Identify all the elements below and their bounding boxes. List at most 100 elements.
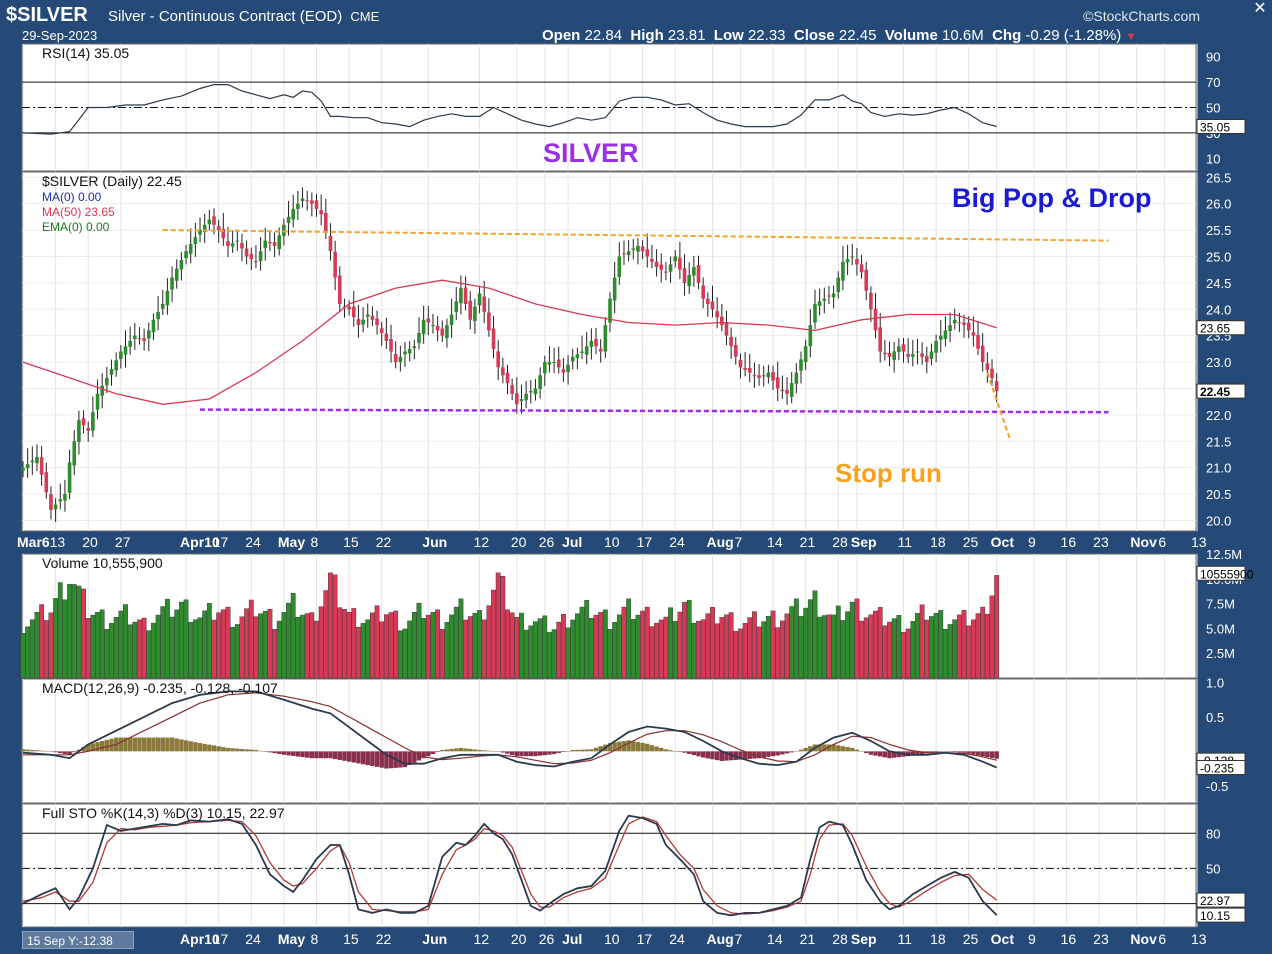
x-axis-label: 28 [832,534,848,550]
macd-histogram-bar [155,737,161,752]
volume-bar [29,619,35,679]
price-candle-body [123,346,128,355]
projection-line [986,372,1012,442]
macd-histogram-bar [519,751,524,757]
macd-histogram-bar [626,740,631,752]
volume-bar [174,609,180,679]
ma50-line [22,279,997,405]
volume-bar [165,598,170,679]
macd-ytick: -0.5 [1206,779,1228,794]
price-candle-body [752,375,757,377]
volume-bar [281,612,287,679]
volume-bar [905,628,911,679]
volume-bar [975,613,981,679]
volume-bar [528,625,534,679]
macd-histogram-bar [864,751,869,754]
volume-bar [849,601,855,679]
volume-bar [947,624,953,679]
price-candle-body [53,504,58,510]
price-candle-body [39,457,44,475]
volume-bar [621,606,627,679]
price-candle-body [347,306,351,310]
macd-histogram-bar [593,747,599,752]
price-candle-body [421,319,426,335]
macd-histogram-bar [724,751,729,761]
volume-bar [342,609,347,679]
price-candle-body [827,295,831,297]
volume-ytick: 5.0M [1206,621,1235,636]
chg-value: -0.29 (-1.28%) [1025,27,1122,44]
volume-bar [416,602,422,679]
chg-label: Chg [992,27,1022,44]
price-candle-body [552,362,556,364]
macd-histogram-bar [318,751,324,759]
sto-background [21,803,1197,928]
price-candle-body [188,244,193,254]
volume-bar [481,619,487,679]
macd-histogram-bar [444,749,450,752]
price-candle-body [673,256,678,262]
x-axis-label: 6 [1158,534,1166,550]
volume-bar [882,625,888,679]
price-candle-body [496,351,500,368]
macd-histogram-bar [686,751,692,754]
volume-bar [821,615,827,679]
volume-bar [845,611,850,679]
price-candle-body [146,330,151,339]
price-candle-body [268,241,272,244]
macd-histogram-bar [472,749,478,752]
price-candle-body [91,412,95,431]
ma-last-label: 23.65 [1200,322,1230,336]
price-candle-body [63,494,67,501]
volume-bar [784,613,790,679]
price-candle-body [193,237,198,245]
price-ytick: 24.5 [1206,276,1231,291]
volume-ytick: 7.5M [1206,597,1235,612]
volume-bar [700,619,706,679]
price-candle-body [226,241,230,246]
volume-bar [393,610,399,679]
price-candle-body [417,333,421,344]
macd-histogram-bar [509,751,515,755]
macd-histogram-bar [514,751,520,757]
macd-histogram-bar [402,751,408,768]
volume-bar [449,614,455,679]
close-icon[interactable]: ✕ [1253,0,1267,17]
macd-histogram-bar [193,742,198,752]
macd-histogram-bar [225,747,231,752]
volume-bar [835,605,841,679]
macd-histogram-bar [202,743,207,752]
volume-bar [686,600,692,679]
price-candle-body [775,377,780,389]
macd-histogram-bar [878,751,883,757]
rsi-line [22,83,997,135]
macd-histogram-bar [631,741,636,752]
price-candle-body [547,362,552,365]
price-candle-body [808,325,813,347]
price-candle-body [184,251,188,259]
macd-histogram-bar [25,749,30,752]
volume-bar [644,606,650,679]
silver-annotation: SILVER [543,138,639,168]
volume-bar [477,610,482,679]
price-ytick: 20.5 [1206,487,1231,502]
macd-histogram-bar [370,751,375,766]
open-label: Open [542,27,581,44]
volume-bar [752,611,757,679]
volume-bar [668,607,673,679]
brand-label[interactable]: ©StockCharts.com [1083,8,1200,24]
volume-bar [840,620,846,679]
x-axis-bottom-label: 17 [637,931,653,947]
price-candle-body [962,322,966,326]
price-candle-body [747,368,752,373]
x-axis-bottom-label: 26 [539,931,555,947]
volume-bar [966,625,972,679]
x-axis-label: 24 [245,534,261,550]
x-axis-label: 13 [50,534,66,550]
volume-bar [132,621,138,679]
macd-histogram-bar [430,751,436,755]
macd-histogram-bar [81,747,86,752]
low-value: 22.33 [747,27,786,44]
